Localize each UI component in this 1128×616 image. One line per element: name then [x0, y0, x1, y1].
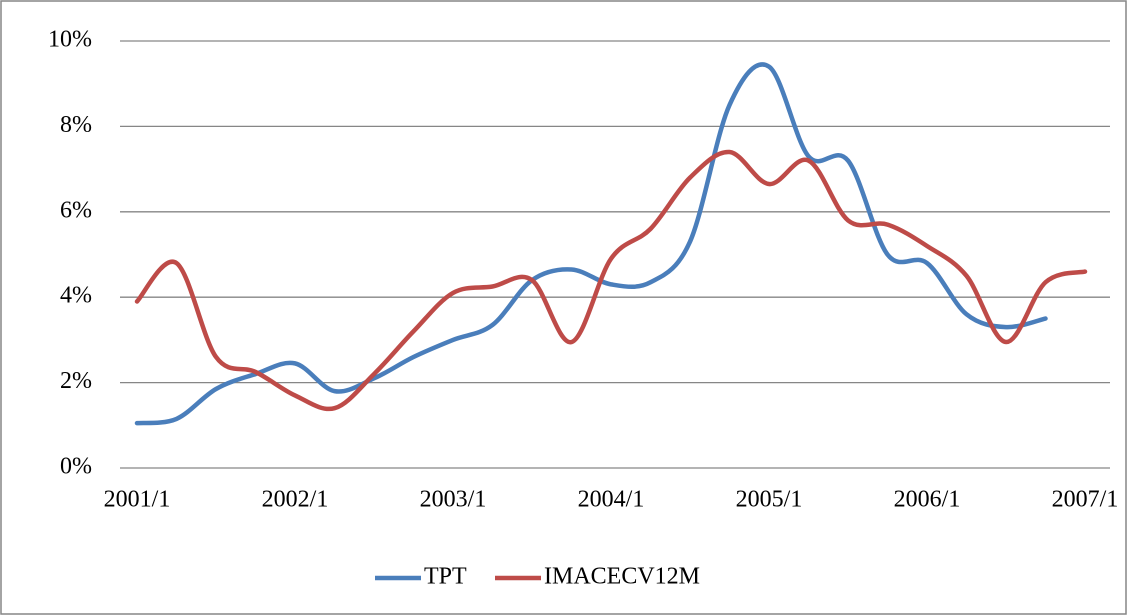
y-tick-label: 10% — [48, 27, 92, 53]
data-line — [134, 62, 1048, 426]
x-tick-label: 2004/1 — [578, 487, 645, 513]
x-tick-label: 2007/1 — [1052, 487, 1119, 513]
x-tick-label: 2002/1 — [262, 487, 329, 513]
y-tick-label: 4% — [60, 283, 92, 309]
y-tick-label: 8% — [60, 112, 92, 138]
x-tick-label: 2005/1 — [736, 487, 803, 513]
y-tick-label: 0% — [60, 454, 92, 480]
x-tick-label: 2006/1 — [894, 487, 961, 513]
data-line — [134, 149, 1088, 412]
y-tick-label: 6% — [60, 197, 92, 223]
legend-label: TPT — [424, 564, 467, 590]
legend-label: IMACECV12M — [544, 564, 700, 590]
x-tick-label: 2003/1 — [420, 487, 487, 513]
x-tick-label: 2001/1 — [104, 487, 171, 513]
y-tick-label: 2% — [60, 368, 92, 394]
